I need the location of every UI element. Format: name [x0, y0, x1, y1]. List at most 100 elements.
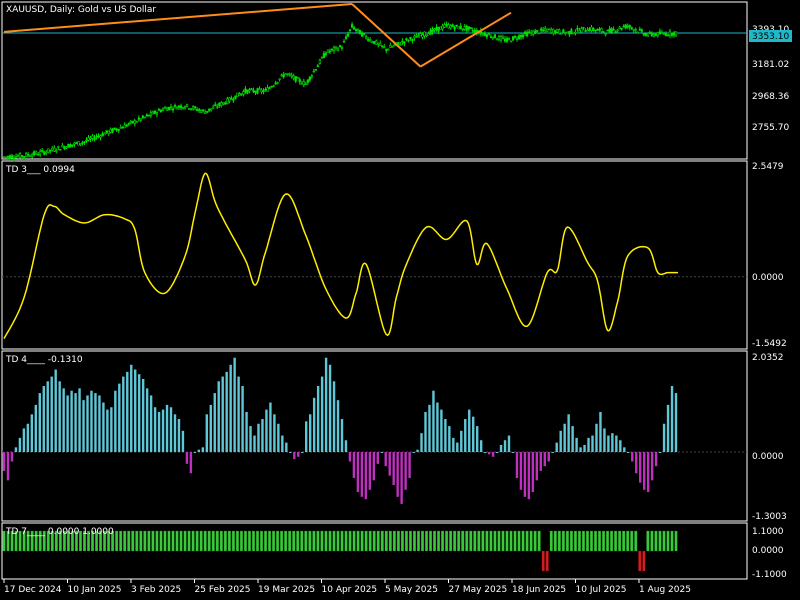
td4-bar [468, 409, 471, 453]
td4-bar [408, 452, 411, 478]
td7-bar [135, 530, 139, 552]
candle-body [216, 106, 219, 108]
candle-body [83, 141, 86, 143]
td3-title: TD 3___ 0.0994 [5, 165, 75, 175]
td4-bar [134, 369, 137, 453]
candle-body [171, 108, 175, 111]
candle-body [202, 109, 205, 112]
td4-bar [499, 444, 503, 453]
candle-body [375, 40, 378, 45]
td4-bar [511, 452, 515, 454]
candle-body [252, 89, 255, 93]
td4-bar [165, 404, 169, 453]
td7-bar [666, 530, 670, 552]
candle-body [445, 23, 448, 26]
td7-bar [203, 530, 207, 552]
candle-body [666, 34, 670, 37]
td4-bar [388, 452, 391, 476]
candle-body [624, 24, 627, 29]
candle-body [292, 75, 295, 79]
candle-body [497, 36, 501, 40]
td4-bar [483, 452, 487, 454]
td4-bar [122, 376, 125, 453]
td4-bar [479, 440, 483, 453]
candle-body [18, 153, 22, 158]
td7-bar [119, 530, 123, 552]
candle-body [650, 32, 653, 36]
candle-body [521, 34, 525, 38]
candle-body [310, 75, 313, 77]
candle-body [588, 28, 591, 32]
candle-body [280, 74, 283, 77]
td7-bar [139, 530, 143, 552]
td7-bar [658, 530, 662, 552]
candle-body [59, 148, 62, 151]
candle-body [272, 85, 275, 87]
candle-body [304, 83, 307, 86]
td7-bar [421, 530, 424, 552]
td4-bar [336, 400, 340, 453]
td4-bar [507, 435, 511, 453]
td4-bar [320, 376, 324, 453]
td4-bar [436, 402, 439, 453]
td7-bar [561, 530, 565, 552]
td4-bar [308, 414, 312, 453]
candle-body [600, 28, 603, 32]
td7-bar [630, 530, 634, 552]
candle-body [348, 29, 352, 31]
td7-bar [433, 530, 437, 552]
td4-bar [384, 452, 387, 467]
candle-body [192, 106, 195, 110]
candle-body [35, 151, 38, 155]
candle-body [27, 154, 30, 156]
candle-body [556, 29, 559, 33]
td7-bar [332, 530, 336, 552]
td7-bar [674, 530, 678, 552]
td7-bar [445, 530, 449, 552]
candle-body [594, 29, 597, 32]
candle-body [250, 88, 253, 90]
td7-bar [388, 530, 392, 552]
candle-body [511, 36, 515, 41]
candle-body [660, 32, 664, 34]
candle-body [258, 88, 261, 90]
td7-bar [239, 530, 243, 552]
td4-bar [328, 364, 332, 453]
candle-body [200, 110, 203, 113]
td4-bar [181, 430, 185, 453]
td4-bar [177, 419, 181, 453]
td7-bar [111, 530, 115, 552]
td4-bar [10, 452, 14, 462]
candle-body [93, 137, 96, 140]
td4-bar [674, 393, 678, 453]
candle-body [218, 103, 221, 106]
td4-bar [118, 383, 121, 453]
td7-bar [58, 530, 62, 552]
candle-body [55, 150, 58, 152]
candle-body [240, 93, 243, 95]
trendline-1 [3, 3, 353, 33]
candle-body [236, 92, 239, 97]
candle-body [8, 155, 12, 159]
td4-bar [6, 452, 10, 481]
candle-body [342, 40, 346, 43]
td7-bar [199, 530, 203, 552]
td7-bar [340, 530, 344, 552]
td4-bar [141, 378, 145, 453]
td7-bar [654, 530, 658, 552]
candle-body [103, 133, 106, 136]
td4-bar [169, 407, 173, 453]
td7-bar [650, 530, 654, 552]
td7-bar [610, 530, 614, 552]
td7-bar [489, 530, 493, 552]
candle-body [73, 142, 76, 145]
main-panel-frame [1, 1, 748, 160]
td7-bar [46, 530, 50, 552]
td7-bar [300, 530, 304, 552]
candle-body [457, 26, 460, 30]
td7-bar [171, 530, 175, 552]
candle-body [326, 49, 330, 53]
td7-bar [248, 530, 251, 552]
candle-body [123, 124, 126, 129]
candle-body [274, 82, 277, 85]
